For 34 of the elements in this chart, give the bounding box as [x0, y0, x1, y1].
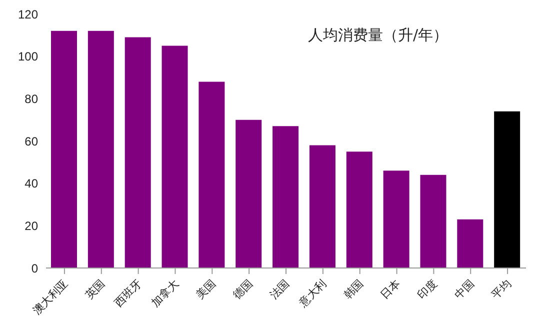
bar	[51, 30, 77, 268]
bar	[457, 219, 484, 268]
x-tick-label: 美国	[194, 276, 218, 302]
y-tick-label: 40	[24, 176, 38, 191]
x-tick-label: 平均	[488, 276, 514, 302]
x-tick-label: 英国	[82, 276, 108, 302]
x-tick-label: 西班牙	[112, 276, 144, 310]
x-tick-label: 意大利	[296, 276, 330, 310]
bar	[383, 170, 410, 268]
text: 人均消费量（升/年）	[308, 26, 448, 45]
bar	[236, 120, 262, 268]
bar	[198, 82, 225, 268]
x-tick-label: 法国	[267, 276, 292, 302]
bar	[124, 37, 151, 268]
y-tick-label: 120	[18, 7, 38, 22]
y-tick-label: 0	[31, 261, 38, 276]
y-tick-label: 100	[18, 50, 38, 64]
bar	[88, 30, 114, 268]
x-tick-label: 德国	[230, 276, 256, 302]
y-tick-label: 20	[24, 218, 38, 233]
bar	[420, 174, 446, 268]
bar	[494, 111, 520, 268]
x-tick-label: 加拿大	[148, 276, 182, 310]
x-tick-label: 印度	[415, 276, 440, 302]
x-tick-label: 韩国	[341, 276, 366, 302]
x-tick-label: 日本	[378, 276, 403, 302]
x-tick-label: 中国	[452, 276, 477, 302]
x-tick-label: 澳大利亚	[30, 276, 71, 318]
bar	[162, 46, 188, 268]
y-tick-label: 60	[24, 134, 38, 148]
bar	[346, 152, 372, 268]
y-tick-label: 80	[24, 92, 38, 106]
bar	[309, 145, 336, 268]
bar	[272, 126, 299, 268]
